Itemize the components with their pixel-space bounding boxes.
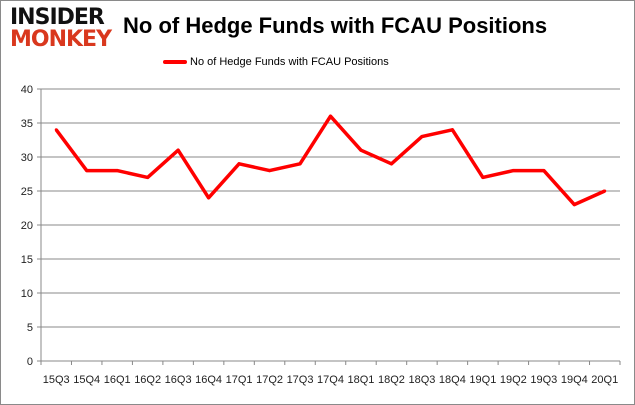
- data-point: [207, 196, 211, 200]
- x-tick-label: 19Q2: [500, 374, 527, 386]
- data-point: [146, 175, 150, 179]
- x-tick-label: 16Q2: [134, 374, 161, 386]
- x-tick-label: 19Q4: [561, 374, 588, 386]
- data-point: [450, 128, 454, 132]
- legend-swatch: [163, 60, 187, 64]
- y-tick-label: 0: [27, 356, 33, 368]
- data-point: [542, 169, 546, 173]
- x-tick-label: 20Q1: [591, 374, 618, 386]
- y-tick-label: 30: [21, 152, 33, 164]
- x-tick-label: 16Q4: [195, 374, 222, 386]
- data-point: [176, 148, 180, 152]
- x-tick-label: 18Q1: [348, 374, 375, 386]
- data-point: [481, 175, 485, 179]
- data-point: [85, 169, 89, 173]
- data-point: [329, 114, 332, 118]
- y-tick-label: 35: [21, 118, 33, 130]
- x-tick-label: 15Q3: [43, 374, 70, 386]
- x-tick-label: 19Q1: [469, 374, 496, 386]
- logo-line2: MONKEY: [10, 27, 112, 52]
- data-point: [359, 148, 363, 152]
- chart-title: No of Hedge Funds with FCAU Positions: [123, 13, 548, 38]
- y-tick-label: 15: [21, 254, 33, 266]
- data-point: [115, 169, 119, 173]
- x-tick-label: 17Q1: [226, 374, 253, 386]
- x-tick-label: 16Q3: [165, 374, 192, 386]
- legend: No of Hedge Funds with FCAU Positions: [163, 56, 389, 68]
- x-tick-label: 18Q3: [408, 374, 435, 386]
- data-point: [420, 135, 424, 139]
- y-tick-label: 10: [21, 288, 33, 300]
- y-tick-label: 20: [21, 220, 33, 232]
- x-tick-label: 15Q4: [73, 374, 100, 386]
- y-tick-label: 5: [27, 322, 33, 334]
- data-point: [298, 162, 302, 166]
- x-tick-label: 17Q2: [256, 374, 283, 386]
- data-point: [603, 189, 607, 193]
- x-tick-label: 19Q3: [530, 374, 557, 386]
- y-tick-label: 25: [21, 186, 33, 198]
- x-tick-label: 17Q4: [317, 374, 344, 386]
- data-point: [237, 162, 241, 166]
- data-point: [511, 169, 515, 173]
- logo-line1: INSIDER: [10, 5, 105, 30]
- x-tick-label: 18Q4: [439, 374, 466, 386]
- insider-monkey-logo: INSIDER MONKEY: [10, 7, 118, 51]
- data-point: [54, 128, 58, 132]
- data-point: [572, 203, 576, 207]
- data-point: [389, 162, 393, 166]
- y-tick-label: 40: [21, 84, 33, 96]
- legend-label: No of Hedge Funds with FCAU Positions: [190, 56, 389, 68]
- x-tick-label: 17Q3: [287, 374, 314, 386]
- x-tick-label: 18Q2: [378, 374, 405, 386]
- data-point: [268, 169, 272, 173]
- x-tick-label: 16Q1: [104, 374, 131, 386]
